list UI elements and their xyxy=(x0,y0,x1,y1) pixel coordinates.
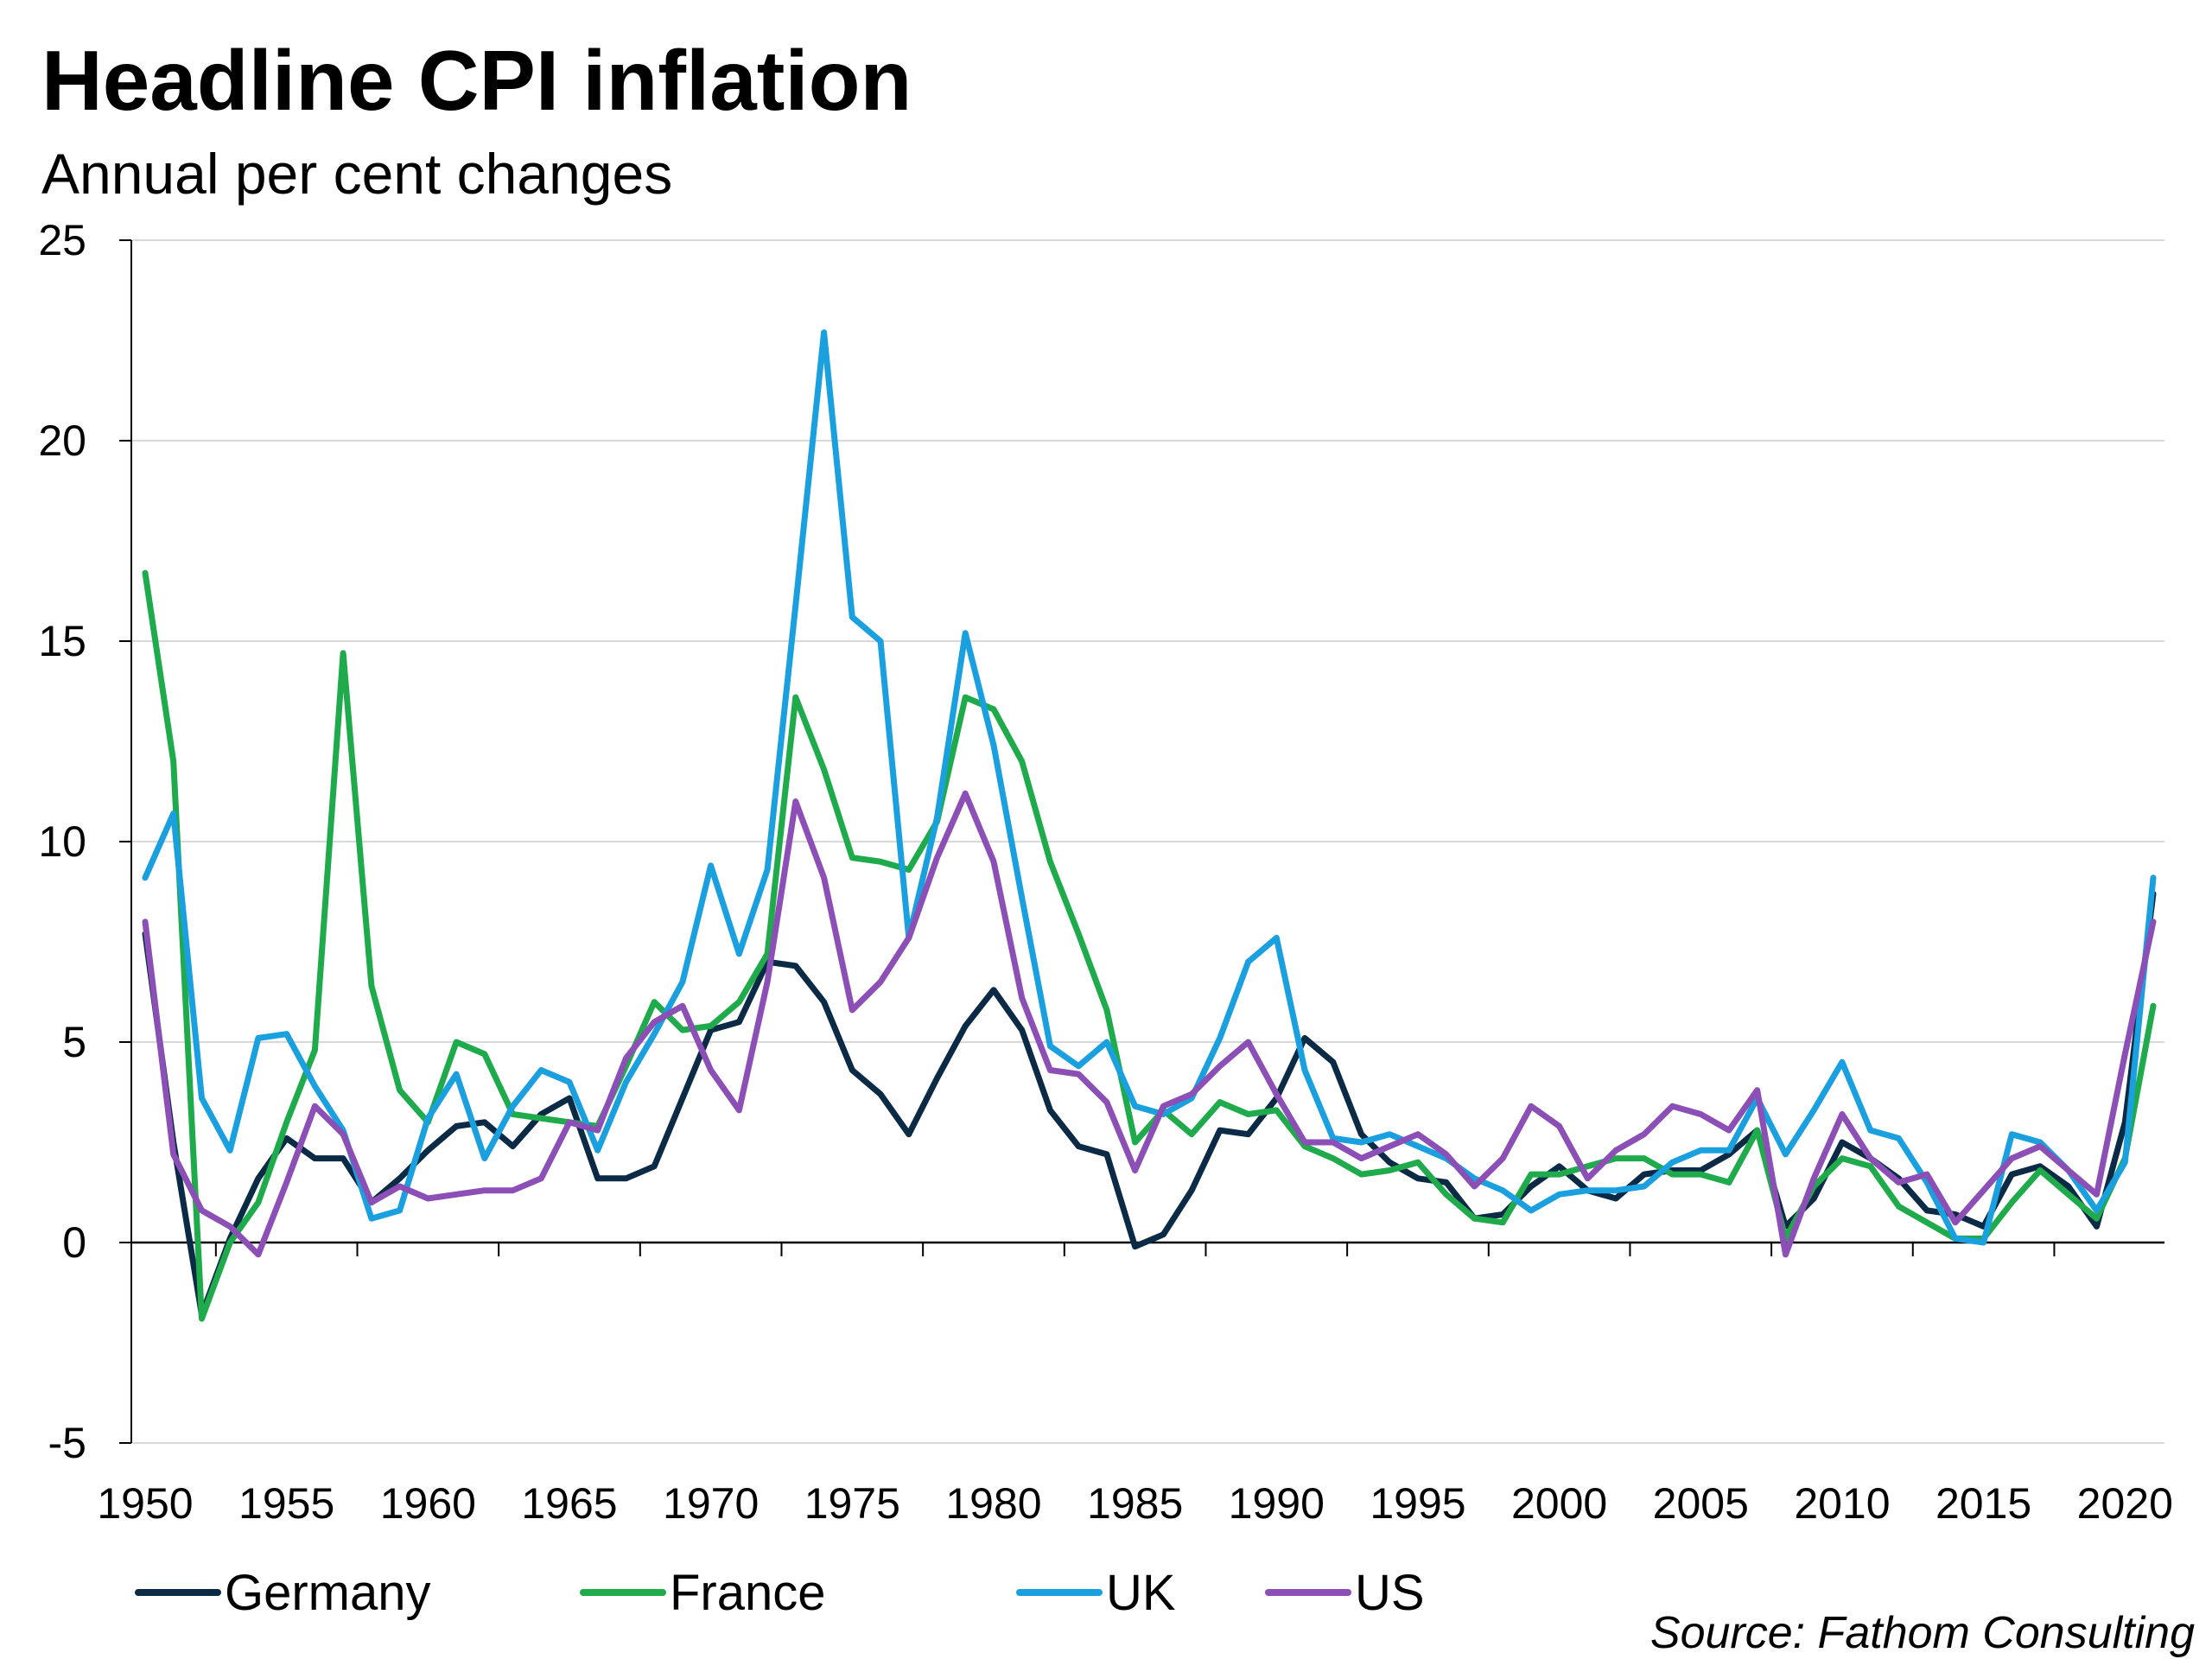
chart-title: Headline CPI inflation xyxy=(41,33,912,128)
x-tick-label: 1950 xyxy=(97,1479,193,1528)
chart-subtitle: Annual per cent changes xyxy=(41,142,673,206)
x-tick-label: 2015 xyxy=(1936,1479,2031,1528)
series-line-france xyxy=(142,569,2157,1322)
series-lines xyxy=(142,329,2157,1322)
x-tick-label: 1960 xyxy=(380,1479,476,1528)
x-tick-label: 2020 xyxy=(2077,1479,2173,1528)
x-tick-label: 2005 xyxy=(1653,1479,1749,1528)
y-tick-label: 0 xyxy=(62,1218,86,1267)
y-tick-label: 5 xyxy=(62,1018,86,1066)
x-tick-label: 1975 xyxy=(804,1479,900,1528)
gridlines xyxy=(131,239,2164,1444)
legend-label-france: France xyxy=(670,1565,826,1621)
x-tick-label: 1990 xyxy=(1229,1479,1325,1528)
x-tick-label: 1955 xyxy=(238,1479,334,1528)
legend-label-uk: UK xyxy=(1106,1565,1176,1621)
x-tick-label: 1965 xyxy=(521,1479,617,1528)
x-tick-label: 1970 xyxy=(663,1479,759,1528)
x-tick-label: 1980 xyxy=(945,1479,1041,1528)
x-tick-label: 1995 xyxy=(1370,1479,1465,1528)
y-tick-label: 15 xyxy=(38,617,86,665)
y-tick-label: 10 xyxy=(38,817,86,866)
axes: -5 0 5 10 15 20 25 1950 1955 1960 1965 1970 1975 1980… xyxy=(38,216,2173,1528)
x-tick-label: 2010 xyxy=(1794,1479,1890,1528)
y-tick-label: -5 xyxy=(48,1419,86,1467)
legend-label-us: US xyxy=(1355,1565,1425,1621)
y-tick-label: 25 xyxy=(38,216,86,264)
series-line-us xyxy=(142,790,2157,1258)
legend-label-germany: Germany xyxy=(225,1565,431,1621)
x-tick-label: 2000 xyxy=(1511,1479,1607,1528)
legend: Germany France UK US xyxy=(135,1565,1425,1621)
series-line-germany xyxy=(142,890,2157,1318)
source-note: Source: Fathom Consulting xyxy=(1649,1608,2195,1658)
series-line-uk xyxy=(142,329,2157,1246)
y-tick-label: 20 xyxy=(38,416,86,465)
x-tick-label: 1985 xyxy=(1087,1479,1183,1528)
